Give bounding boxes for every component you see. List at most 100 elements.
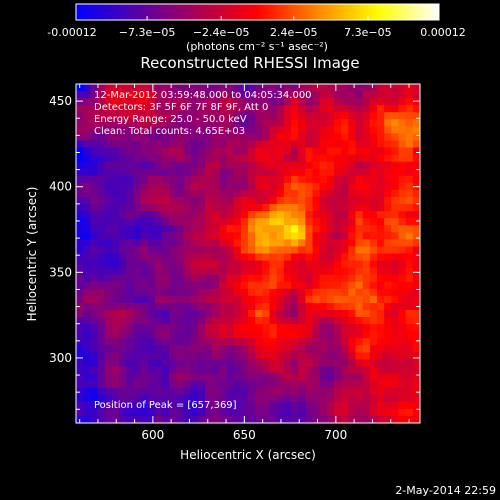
heatmap-cell bbox=[190, 359, 199, 367]
heatmap-cell bbox=[398, 253, 407, 261]
heatmap-cell bbox=[162, 415, 170, 424]
colorbar-tick-label: −7.3e−05 bbox=[119, 26, 176, 39]
heatmap-cell bbox=[255, 126, 263, 134]
heatmap-cell bbox=[283, 352, 292, 360]
heatmap-cell bbox=[319, 281, 328, 290]
heatmap-cell bbox=[219, 154, 227, 163]
heatmap-cell bbox=[205, 401, 213, 410]
colorbar-tick-label: -0.00012 bbox=[47, 26, 96, 39]
heatmap-cell bbox=[377, 281, 385, 290]
heatmap-cell bbox=[412, 239, 421, 247]
heatmap-cell bbox=[240, 338, 249, 346]
heatmap-cell bbox=[111, 408, 120, 417]
heatmap-cell bbox=[348, 246, 356, 254]
heatmap-cell bbox=[190, 225, 199, 233]
heatmap-cell bbox=[369, 140, 378, 148]
heatmap-cell bbox=[312, 175, 321, 184]
heatmap-cell bbox=[391, 197, 399, 205]
heatmap-cell bbox=[369, 232, 378, 240]
heatmap-cell bbox=[398, 394, 407, 403]
heatmap-cell bbox=[319, 232, 328, 240]
heatmap-cell bbox=[319, 168, 328, 177]
heatmap-cell bbox=[348, 366, 356, 374]
heatmap-cell bbox=[76, 246, 84, 254]
heatmap-cell bbox=[248, 175, 256, 184]
heatmap-cell bbox=[298, 331, 306, 339]
heatmap-cell bbox=[355, 84, 364, 92]
heatmap-cell bbox=[291, 345, 299, 353]
heatmap-cell bbox=[312, 281, 321, 290]
heatmap-cell bbox=[348, 105, 356, 113]
heatmap-cell bbox=[119, 281, 127, 290]
heatmap-cell bbox=[262, 324, 270, 332]
heatmap-cell bbox=[262, 91, 270, 99]
heatmap-cell bbox=[312, 295, 321, 304]
heatmap-cell bbox=[355, 331, 364, 339]
heatmap-cell bbox=[97, 98, 106, 106]
heatmap-cell bbox=[291, 204, 299, 212]
heatmap-cell bbox=[362, 105, 371, 113]
heatmap-cell bbox=[226, 281, 235, 290]
heatmap-cell bbox=[362, 98, 371, 106]
heatmap-cell bbox=[147, 154, 156, 163]
heatmap-cell bbox=[126, 197, 134, 205]
heatmap-cell bbox=[169, 133, 177, 141]
heatmap-cell bbox=[291, 175, 299, 184]
heatmap-cell bbox=[176, 197, 184, 205]
heatmap-cell bbox=[276, 133, 285, 141]
heatmap-cell bbox=[262, 204, 270, 212]
heatmap-cell bbox=[326, 373, 335, 382]
heatmap-cell bbox=[154, 126, 163, 134]
heatmap-cell bbox=[341, 288, 349, 297]
heatmap-cell bbox=[262, 345, 270, 353]
heatmap-cell bbox=[334, 197, 342, 205]
heatmap-cell bbox=[126, 366, 134, 374]
heatmap-cell bbox=[119, 415, 127, 424]
heatmap-cell bbox=[341, 126, 349, 134]
heatmap-cell bbox=[255, 218, 263, 226]
heatmap-cell bbox=[176, 366, 184, 374]
heatmap-cell bbox=[319, 408, 328, 417]
heatmap-cell bbox=[262, 366, 270, 374]
heatmap-cell bbox=[341, 408, 349, 417]
heatmap-cell bbox=[255, 154, 263, 163]
heatmap-cell bbox=[90, 253, 98, 261]
heatmap-cell bbox=[140, 352, 149, 360]
heatmap-cell bbox=[212, 189, 220, 198]
heatmap-cell bbox=[291, 288, 299, 297]
heatmap-cell bbox=[119, 260, 127, 269]
heatmap-cell bbox=[412, 288, 421, 297]
heatmap-cell bbox=[169, 373, 177, 382]
heatmap-cell bbox=[212, 253, 220, 261]
heatmap-cell bbox=[305, 288, 313, 297]
heatmap-cell bbox=[233, 274, 242, 283]
heatmap-cell bbox=[212, 281, 220, 290]
heatmap-cell bbox=[298, 274, 306, 283]
heatmap-cell bbox=[255, 253, 263, 261]
heatmap-cell bbox=[283, 253, 292, 261]
heatmap-cell bbox=[398, 239, 407, 247]
heatmap-cell bbox=[83, 253, 91, 261]
heatmap-cell bbox=[326, 317, 335, 325]
heatmap-cell bbox=[233, 324, 242, 332]
heatmap-cell bbox=[76, 154, 84, 163]
heatmap-cell bbox=[283, 373, 292, 382]
heatmap-cell bbox=[133, 288, 141, 297]
heatmap-cell bbox=[269, 281, 278, 290]
heatmap-cell bbox=[219, 401, 227, 410]
heatmap-cell bbox=[312, 310, 321, 318]
heatmap-cell bbox=[312, 239, 321, 247]
heatmap-cell bbox=[76, 218, 84, 226]
heatmap-cell bbox=[190, 239, 199, 247]
heatmap-cell bbox=[97, 408, 106, 417]
heatmap-cell bbox=[90, 288, 98, 297]
heatmap-cell bbox=[205, 189, 213, 198]
heatmap-cell bbox=[262, 288, 270, 297]
heatmap-cell bbox=[147, 267, 156, 276]
heatmap-cell bbox=[319, 295, 328, 304]
heatmap-cell bbox=[119, 168, 127, 177]
heatmap-cell bbox=[190, 246, 199, 254]
heatmap-cell bbox=[405, 345, 414, 353]
heatmap-cell bbox=[355, 112, 364, 120]
heatmap-cell bbox=[291, 373, 299, 382]
